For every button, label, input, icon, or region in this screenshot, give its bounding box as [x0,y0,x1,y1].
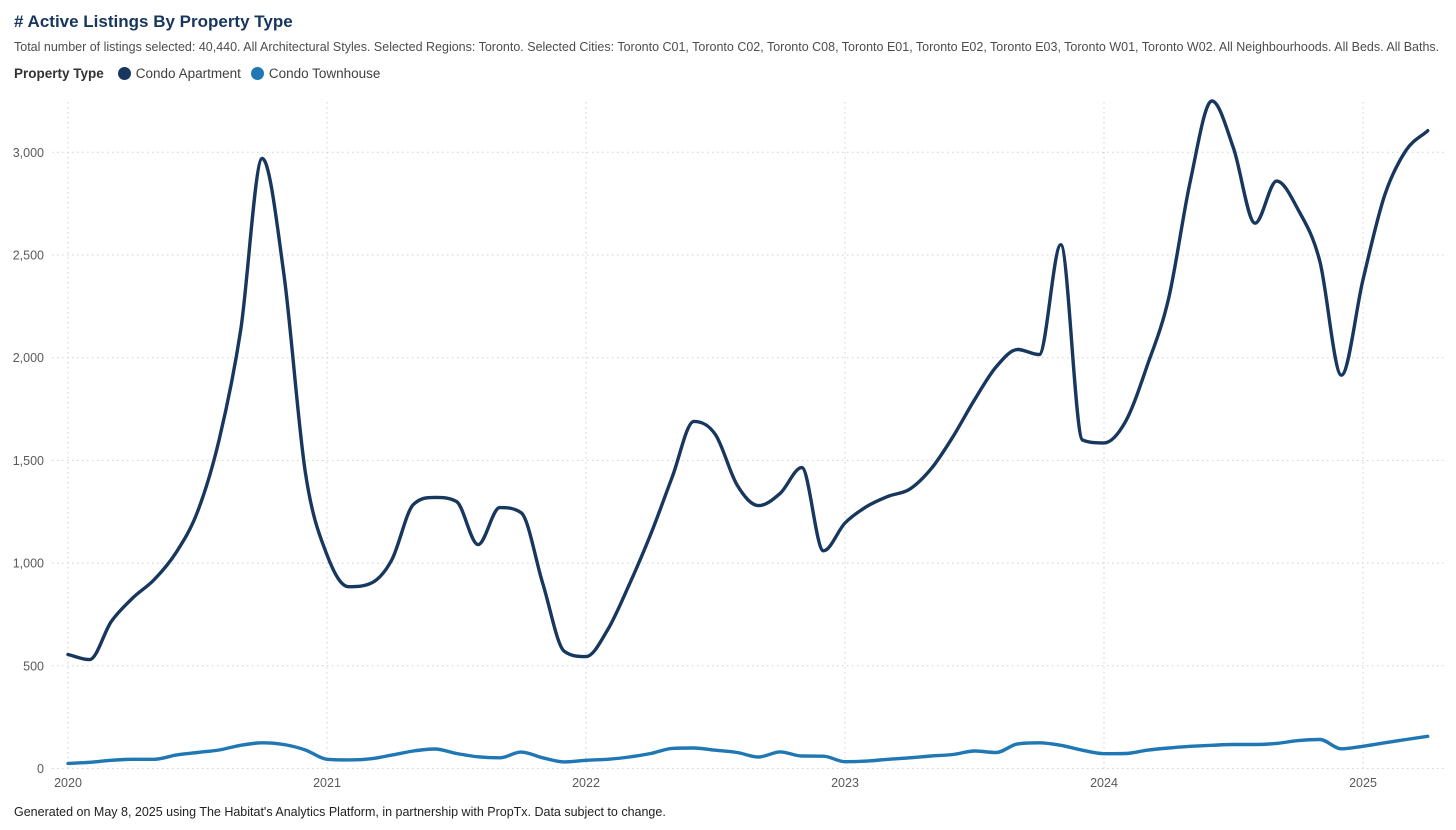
chart-legend: Property Type Condo Apartment Condo Town… [14,66,1442,81]
y-tick-label: 500 [23,659,44,673]
y-tick-label: 2,000 [13,351,44,365]
y-tick-label: 2,500 [13,249,44,263]
footer-note: Generated on May 8, 2025 using The Habit… [14,805,666,819]
series-line-condo-townhouse [66,734,1430,766]
condo-apartment-dot-icon [117,67,131,80]
x-tick-label: 2021 [313,776,341,790]
y-tick-label: 1,500 [13,454,44,468]
legend-item-label: Condo Townhouse [268,66,381,81]
page-title: # Active Listings By Property Type [14,12,293,31]
y-tick-label: 1,000 [13,557,44,571]
legend-item-condo-apartment[interactable]: Condo Apartment [117,66,241,81]
y-tick-label: 3,000 [13,146,44,160]
series-line-condo-apartment [66,99,1430,662]
x-tick-label: 2024 [1090,776,1118,790]
chart-subtitle: Total number of listings selected: 40,44… [14,40,1440,54]
x-tick-label: 2020 [54,776,82,790]
legend-item-label: Condo Apartment [135,66,241,81]
x-tick-label: 2022 [572,776,600,790]
legend-item-condo-townhouse[interactable]: Condo Townhouse [250,66,381,81]
x-tick-label: 2025 [1349,776,1377,790]
legend-title: Property Type [14,66,104,81]
y-tick-label: 0 [37,762,44,776]
x-tick-label: 2023 [831,776,859,790]
condo-townhouse-dot-icon [250,67,264,80]
